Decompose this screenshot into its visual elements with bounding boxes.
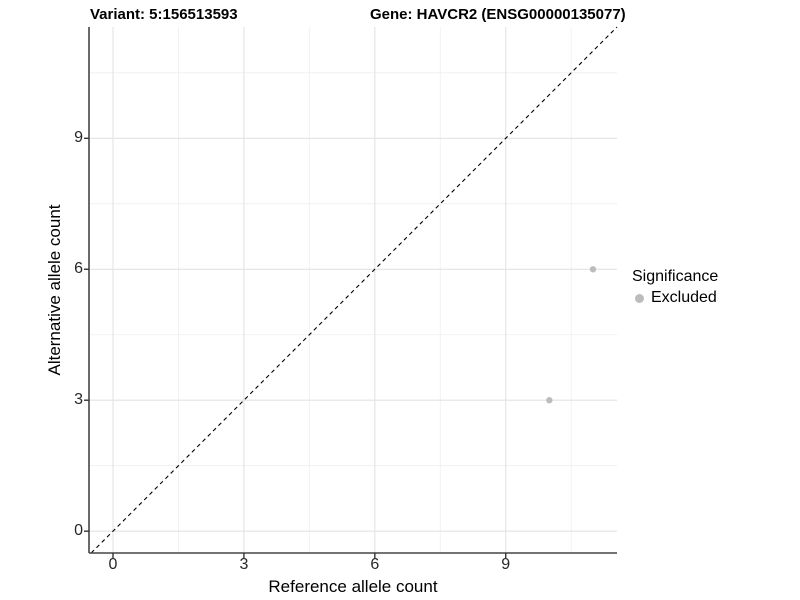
legend-key-point-icon [635,293,644,303]
x-tick-label: 3 [239,556,249,573]
y-tick-label: 3 [74,391,83,409]
x-tick-label: 0 [108,556,118,573]
y-tick-label: 9 [74,129,83,147]
x-tick-label: 6 [370,556,380,573]
legend-item-excluded: Excluded [635,289,718,307]
x-axis-title: Reference allele count [268,577,438,596]
identity-dashed-line [90,26,618,554]
plot-title-variant: Variant: 5:156513593 [90,6,238,23]
y-tick-label: 6 [74,260,83,278]
legend: Significance Excluded [632,268,718,307]
y-tick-label: 0 [74,522,83,540]
data-point [589,266,597,273]
legend-title: Significance [632,268,719,285]
plot-title-gene: Gene: HAVCR2 (ENSG00000135077) [370,6,626,23]
x-tick-label: 9 [501,556,511,573]
legend-item-label: Excluded [651,289,717,306]
data-point [546,397,553,404]
y-axis-title: Alternative allele count [45,204,64,376]
